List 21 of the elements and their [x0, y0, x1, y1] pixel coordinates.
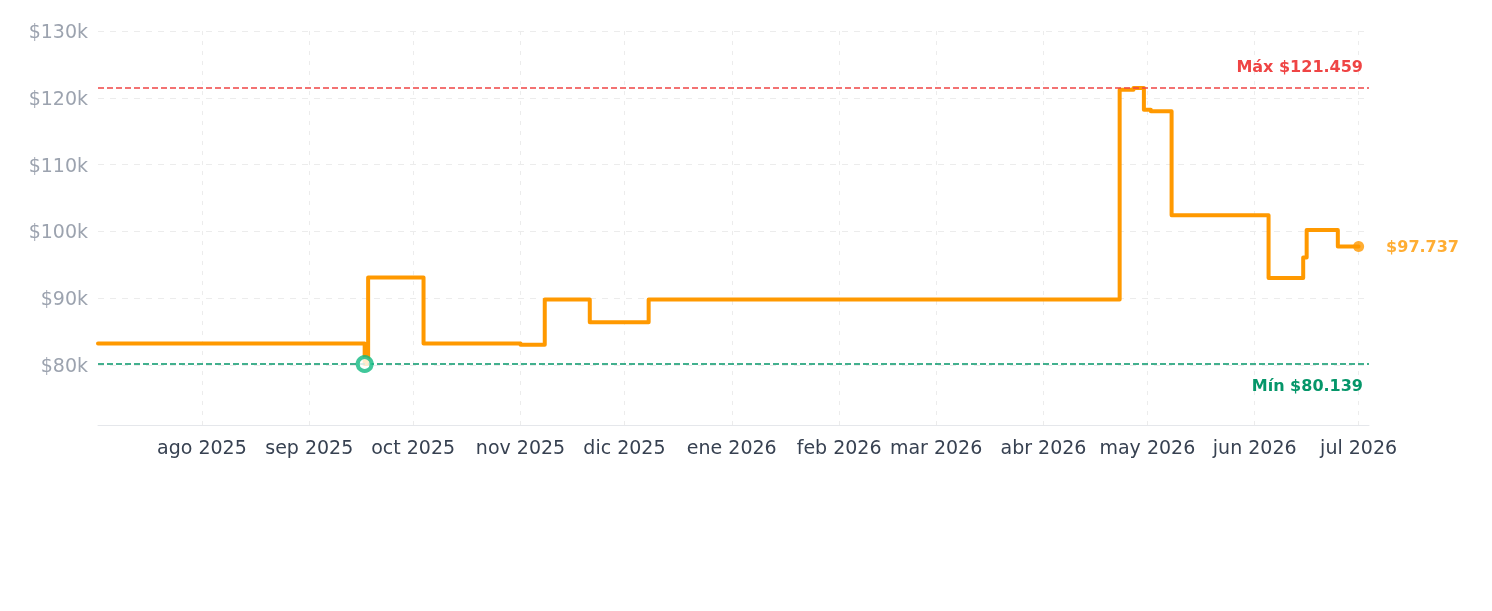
ref-line-label: Máx $121.459 — [1236, 56, 1363, 76]
x-tick-label: feb 2026 — [796, 435, 882, 458]
y-tick-label: $120k — [28, 86, 88, 109]
data-label: $97.737 — [1386, 236, 1459, 256]
y-tick-label: $110k — [28, 153, 88, 176]
x-tick-label: jun 2026 — [1211, 435, 1297, 458]
y-tick-label: $130k — [28, 20, 88, 42]
y-tick-label: $100k — [28, 220, 88, 243]
x-tick-label: nov 2025 — [475, 435, 566, 458]
x-tick-label: mar 2026 — [889, 435, 983, 458]
x-tick-label: jul 2026 — [1319, 435, 1398, 458]
x-tick-label: oct 2025 — [371, 435, 456, 458]
y-tick-label: $90k — [40, 287, 88, 310]
y-tick-label: $80k — [40, 353, 88, 376]
x-tick-label: dic 2025 — [583, 435, 666, 458]
x-tick-label: ago 2025 — [157, 435, 247, 458]
x-tick-label: may 2026 — [1099, 435, 1196, 458]
ref-line-label: Mín $80.139 — [1251, 376, 1363, 396]
x-tick-label: ene 2026 — [686, 435, 777, 458]
x-tick-label: abr 2026 — [1000, 435, 1087, 458]
x-tick-label: sep 2025 — [265, 435, 354, 458]
